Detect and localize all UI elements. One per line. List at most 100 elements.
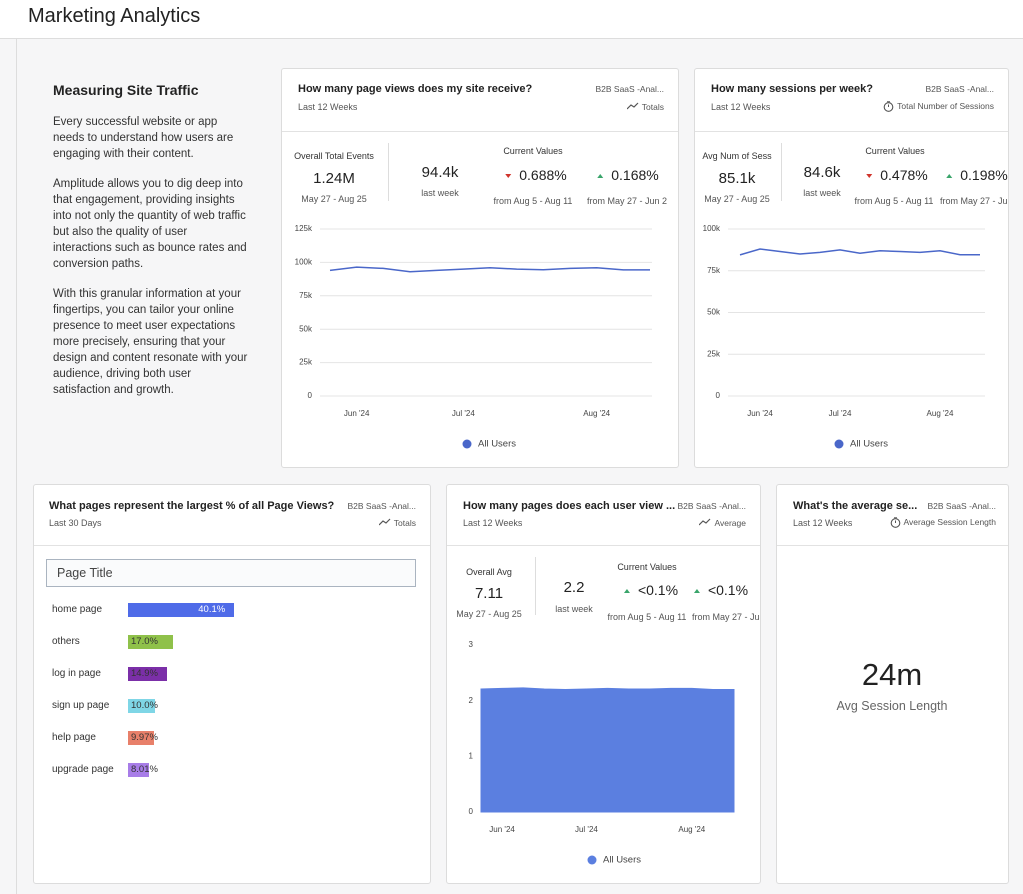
x-tick-label: Aug '24 — [678, 825, 705, 834]
y-tick-label: 100k — [703, 224, 721, 233]
change-value: 0.168% — [597, 167, 659, 183]
card-title: How many page views does my site receive… — [298, 83, 533, 95]
card-period: Last 12 Weeks — [711, 102, 771, 112]
card-source[interactable]: B2B SaaS -Anal... — [595, 84, 664, 94]
change-text: <0.1% — [637, 582, 679, 598]
trend-icon — [626, 102, 639, 110]
card-title: How many sessions per week? — [711, 83, 874, 95]
session-length-card[interactable]: What's the average se... Last 12 Weeks B… — [776, 484, 1009, 884]
x-tick-label: Aug '24 — [927, 409, 954, 418]
divider — [535, 557, 536, 615]
summary-value: 7.11 — [474, 585, 504, 602]
bar-value-label: 8.01% — [131, 764, 158, 775]
change-label: from May 27 - Jun 2 — [586, 196, 668, 206]
table-header[interactable]: Page Title — [46, 559, 416, 587]
summary-range: May 27 - Aug 25 — [456, 609, 522, 619]
last-week-value: 94.4k — [421, 164, 459, 181]
change-label: from Aug 5 - Aug 11 — [854, 196, 934, 206]
pages-per-user-card[interactable]: How many pages does each user view ... L… — [446, 484, 761, 884]
card-source[interactable]: B2B SaaS -Anal... — [925, 501, 996, 511]
intro-title: Measuring Site Traffic — [53, 82, 199, 98]
divider — [388, 143, 389, 201]
x-tick-label: Aug '24 — [583, 409, 610, 418]
change-text: 0.198% — [960, 167, 1008, 183]
y-tick-label: 25k — [299, 358, 313, 367]
y-tick-label: 0 — [308, 391, 313, 400]
intro-paragraph: Every successful website or app needs to… — [53, 116, 234, 160]
bar-value-label: 9.97% — [131, 732, 158, 743]
bar-value-label: 10.0% — [131, 700, 158, 711]
legend-label: All Users — [478, 439, 516, 450]
y-tick-label: 75k — [299, 291, 313, 300]
kpi-value: 24m — [861, 657, 923, 692]
row-label: sign up page — [52, 700, 110, 711]
metric-label: Totals — [393, 518, 416, 528]
divider — [781, 143, 782, 201]
sessions-card[interactable]: How many sessions per week? Last 12 Week… — [694, 68, 1009, 468]
y-tick-label: 100k — [295, 258, 313, 267]
separator — [695, 131, 1008, 132]
change-label: from May 27 - Jun 2 — [939, 196, 1008, 206]
intro: Measuring Site Traffic Every successful … — [53, 82, 248, 412]
sessions-chart: 0 25k 50k 75k 100k Jun '24 Jul '24 Aug '24 All U… — [703, 224, 985, 450]
change-arrow — [597, 174, 604, 179]
bar — [128, 667, 168, 681]
last-week-value: 84.6k — [803, 164, 841, 181]
bar — [128, 763, 150, 777]
line — [739, 248, 980, 256]
change-arrow — [866, 174, 873, 179]
metric-label: Total Number of Sessions — [897, 101, 994, 111]
card-source[interactable]: B2B SaaS -Anal... — [675, 501, 746, 511]
bar — [128, 731, 155, 745]
metric-label: Totals — [641, 102, 664, 112]
y-tick-label: 0 — [469, 807, 474, 816]
current-title: Current Values — [865, 146, 925, 156]
header: Marketing Analytics — [0, 0, 1023, 39]
metric-label: Average Session Length — [903, 517, 996, 527]
clock-icon — [890, 517, 900, 529]
row-label: log in page — [52, 668, 101, 679]
summary-label: Avg Num of Sess — [702, 151, 772, 161]
change-label: from Aug 5 - Aug 11 — [607, 612, 687, 622]
intro-paragraph: With this granular information at your f… — [53, 288, 248, 396]
change-arrow — [693, 589, 700, 594]
summary-label: Overall Total Events — [294, 151, 374, 161]
top-pages-card[interactable]: What pages represent the largest % of al… — [33, 484, 431, 884]
current-title: Current Values — [503, 146, 563, 156]
legend-label: All Users — [850, 439, 888, 450]
card-metric: Average — [699, 518, 746, 528]
card-period: Last 12 Weeks — [298, 102, 358, 112]
last-week-label: last week — [555, 604, 593, 614]
table-header-text: Page Title — [57, 566, 113, 580]
card-source[interactable]: B2B SaaS -Anal... — [925, 84, 994, 94]
card-title: How many pages does each user view ... — [463, 500, 676, 512]
y-tick-label: 50k — [707, 308, 721, 317]
change-text: 0.478% — [880, 167, 928, 183]
card-metric: Totals — [378, 518, 416, 528]
card-metric: Totals — [626, 102, 664, 112]
y-tick-label: 2 — [469, 696, 474, 705]
page-views-chart: 0 25k 50k 75k 100k 125k Jun '24 Jul '24 Aug '24 A… — [295, 224, 652, 450]
change-value: <0.1% — [693, 582, 748, 598]
change-value: 0.198% — [946, 167, 1008, 183]
row-label: home page — [52, 604, 103, 615]
y-tick-label: 1 — [469, 751, 474, 760]
clock-icon — [883, 101, 894, 113]
y-tick-label: 50k — [299, 324, 313, 333]
card-title: What pages represent the largest % of al… — [49, 500, 335, 512]
last-week-label: last week — [421, 188, 459, 198]
separator — [447, 545, 760, 546]
card-metric: Average Session Length — [890, 517, 996, 529]
card-metric: Total Number of Sessions — [883, 101, 994, 113]
bar-value-label: 17.0% — [131, 636, 158, 647]
intro-paragraph: Amplitude allows you to dig deep into th… — [53, 178, 247, 270]
card-source[interactable]: B2B SaaS -Anal... — [347, 501, 416, 511]
legend-swatch — [834, 439, 844, 449]
summary-range: May 27 - Aug 25 — [301, 194, 367, 204]
change-value: <0.1% — [623, 582, 679, 598]
legend-swatch — [462, 439, 472, 449]
summary-range: May 27 - Aug 25 — [704, 194, 770, 204]
page-title: Marketing Analytics — [28, 5, 201, 27]
x-tick-label: Jun '24 — [747, 409, 773, 418]
